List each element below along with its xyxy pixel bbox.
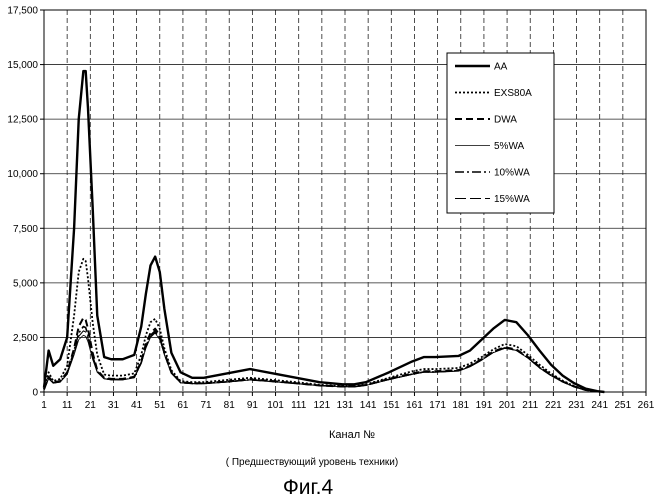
x-tick-label: 31 bbox=[108, 400, 120, 411]
x-tick-label: 71 bbox=[201, 400, 213, 411]
y-tick-label: 15,000 bbox=[7, 60, 38, 71]
x-tick-label: 21 bbox=[85, 400, 97, 411]
legend-label: EXS80A bbox=[494, 88, 532, 99]
y-tick-label: 2,500 bbox=[13, 333, 38, 344]
y-tick-label: 0 bbox=[32, 388, 38, 399]
legend-label: 10%WA bbox=[494, 168, 530, 179]
caption: ( Предшествующий уровень техники) bbox=[226, 457, 398, 468]
x-tick-label: 1 bbox=[41, 400, 47, 411]
x-tick-label: 161 bbox=[406, 400, 423, 411]
x-tick-label: 251 bbox=[615, 400, 632, 411]
x-tick-label: 201 bbox=[499, 400, 516, 411]
x-tick-label: 81 bbox=[224, 400, 236, 411]
x-tick-label: 11 bbox=[62, 400, 73, 411]
x-tick-label: 191 bbox=[476, 400, 493, 411]
x-tick-label: 211 bbox=[522, 400, 538, 411]
x-tick-label: 141 bbox=[360, 400, 377, 411]
legend-box bbox=[447, 53, 554, 213]
x-tick-label: 51 bbox=[154, 400, 166, 411]
x-tick-label: 181 bbox=[452, 400, 469, 411]
x-axis-label: Канал № bbox=[329, 429, 375, 441]
legend-label: 5%WA bbox=[494, 141, 525, 152]
x-tick-label: 221 bbox=[545, 400, 562, 411]
legend-label: 15%WA bbox=[494, 194, 530, 205]
x-tick-label: 111 bbox=[291, 400, 307, 411]
y-tick-label: 7,500 bbox=[13, 224, 38, 235]
legend: AA EXS80A DWA 5%WA 10%WA 15%WA bbox=[447, 53, 554, 213]
y-tick-label: 10,000 bbox=[7, 169, 38, 180]
x-tick-label: 261 bbox=[638, 400, 655, 411]
x-axis-ticks: 1112131415161718191101111121131141151161… bbox=[41, 392, 655, 411]
grid bbox=[44, 10, 646, 392]
x-tick-label: 121 bbox=[314, 400, 331, 411]
series-line-dwa bbox=[44, 318, 604, 392]
legend-label: AA bbox=[494, 62, 508, 73]
x-tick-label: 171 bbox=[429, 400, 446, 411]
legend-label: DWA bbox=[494, 115, 517, 126]
x-tick-label: 151 bbox=[383, 400, 400, 411]
y-tick-label: 17,500 bbox=[7, 6, 38, 17]
x-tick-label: 231 bbox=[568, 400, 585, 411]
x-tick-label: 241 bbox=[591, 400, 608, 411]
x-tick-label: 101 bbox=[267, 400, 284, 411]
y-axis-ticks: 0 2,500 5,000 7,500 10,000 12,500 15,000 17,500 bbox=[7, 6, 44, 399]
y-tick-label: 5,000 bbox=[13, 278, 38, 289]
x-tick-label: 41 bbox=[131, 400, 143, 411]
figure-label: Фиг.4 bbox=[283, 476, 334, 499]
x-tick-label: 131 bbox=[337, 400, 354, 411]
x-tick-label: 61 bbox=[177, 400, 189, 411]
y-tick-label: 12,500 bbox=[7, 115, 38, 126]
x-tick-label: 91 bbox=[247, 400, 259, 411]
